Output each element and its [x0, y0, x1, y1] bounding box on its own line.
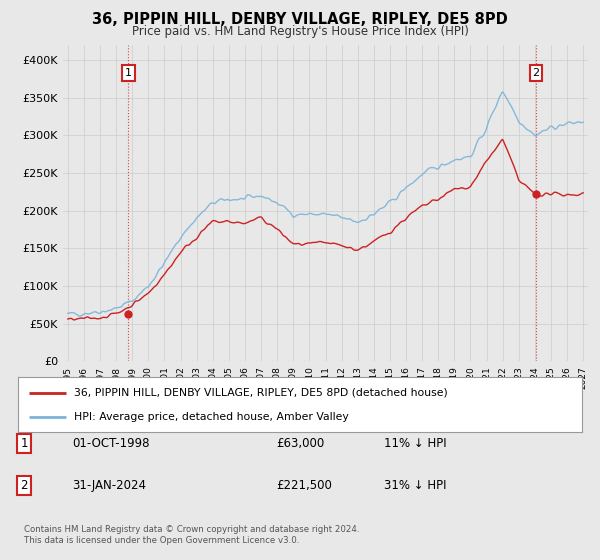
Text: HPI: Average price, detached house, Amber Valley: HPI: Average price, detached house, Ambe…: [74, 412, 349, 422]
Text: 1: 1: [125, 68, 132, 78]
Text: 01-OCT-1998: 01-OCT-1998: [72, 437, 149, 450]
Text: £221,500: £221,500: [276, 479, 332, 492]
Text: 36, PIPPIN HILL, DENBY VILLAGE, RIPLEY, DE5 8PD: 36, PIPPIN HILL, DENBY VILLAGE, RIPLEY, …: [92, 12, 508, 27]
Text: 11% ↓ HPI: 11% ↓ HPI: [384, 437, 446, 450]
Text: 2: 2: [533, 68, 540, 78]
Text: 1: 1: [20, 437, 28, 450]
Text: 2: 2: [20, 479, 28, 492]
Text: Price paid vs. HM Land Registry's House Price Index (HPI): Price paid vs. HM Land Registry's House …: [131, 25, 469, 38]
Text: 36, PIPPIN HILL, DENBY VILLAGE, RIPLEY, DE5 8PD (detached house): 36, PIPPIN HILL, DENBY VILLAGE, RIPLEY, …: [74, 388, 448, 398]
Text: 31% ↓ HPI: 31% ↓ HPI: [384, 479, 446, 492]
Text: £63,000: £63,000: [276, 437, 324, 450]
Text: 31-JAN-2024: 31-JAN-2024: [72, 479, 146, 492]
Text: Contains HM Land Registry data © Crown copyright and database right 2024.
This d: Contains HM Land Registry data © Crown c…: [24, 525, 359, 545]
